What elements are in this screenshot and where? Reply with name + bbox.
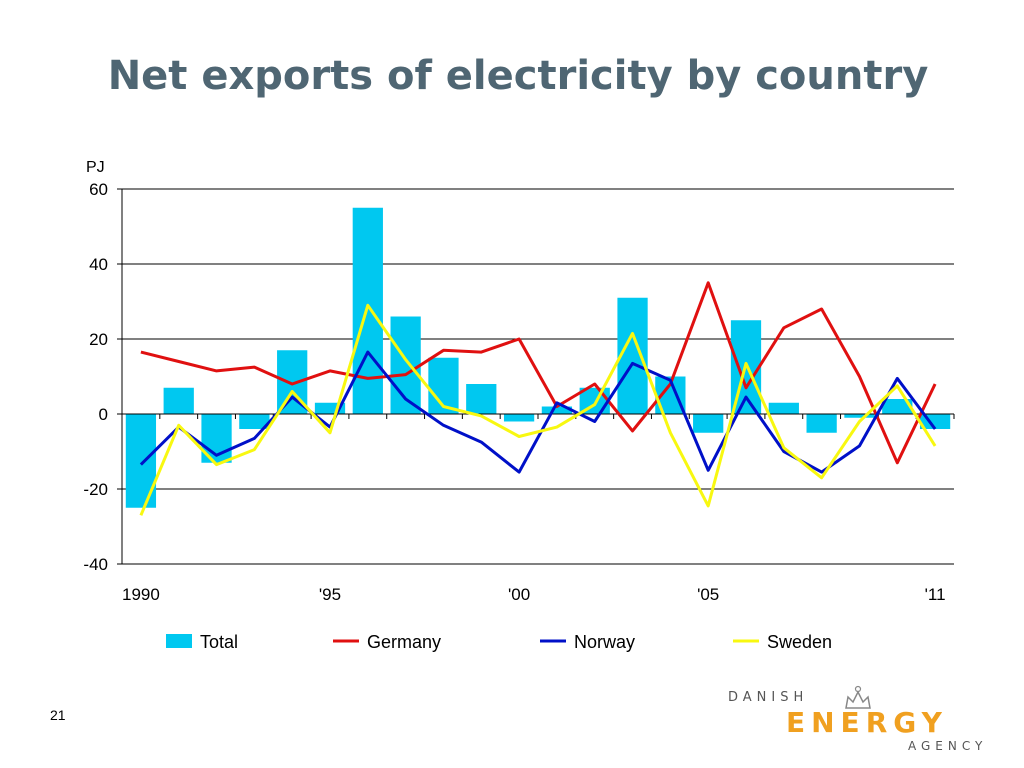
logo-text-energy: ENERGY bbox=[786, 706, 948, 739]
y-tick-label: 40 bbox=[89, 255, 108, 274]
y-tick-label: 0 bbox=[99, 405, 108, 424]
y-axis-unit-label: PJ bbox=[86, 159, 105, 176]
x-tick-label: '00 bbox=[508, 585, 530, 604]
legend-swatch-total bbox=[166, 634, 192, 648]
page-number: 21 bbox=[50, 707, 66, 723]
y-tick-label: 60 bbox=[89, 180, 108, 199]
logo-text-agency: AGENCY bbox=[908, 739, 988, 753]
x-tick-label: '11 bbox=[925, 585, 946, 604]
y-tick-label: 20 bbox=[89, 330, 108, 349]
bar-total bbox=[503, 414, 535, 422]
legend-label-total: Total bbox=[200, 632, 238, 652]
y-tick-label: -40 bbox=[83, 555, 108, 574]
bar-total bbox=[882, 399, 913, 414]
bar-total bbox=[768, 402, 799, 414]
logo-text-danish: DANISH bbox=[728, 690, 809, 705]
x-tick-label: 1990 bbox=[122, 585, 160, 604]
bar-total bbox=[163, 387, 194, 414]
net-exports-chart: 60 40 20 0 -20 -40 PJ 1990 '95 '00 '05 '11 Total Germ… bbox=[83, 159, 955, 652]
slide-title: Net exports of electricity by country bbox=[107, 53, 929, 99]
line-sweden bbox=[139, 303, 937, 516]
bar-total bbox=[352, 207, 383, 414]
legend-label-sweden: Sweden bbox=[767, 632, 832, 652]
bar-total bbox=[466, 384, 497, 414]
bar-total bbox=[239, 414, 270, 429]
line-germany bbox=[140, 281, 937, 465]
legend-label-germany: Germany bbox=[367, 632, 441, 652]
legend-label-norway: Norway bbox=[574, 632, 635, 652]
bar-total bbox=[693, 414, 724, 433]
bar-total bbox=[844, 414, 875, 418]
crown-icon bbox=[845, 685, 871, 709]
x-tick-label: '05 bbox=[697, 585, 719, 604]
y-tick-label: -20 bbox=[83, 480, 108, 499]
bar-total bbox=[806, 414, 837, 433]
x-tick-label: '95 bbox=[319, 585, 341, 604]
bar-total bbox=[541, 406, 573, 414]
bar-total bbox=[314, 402, 346, 414]
